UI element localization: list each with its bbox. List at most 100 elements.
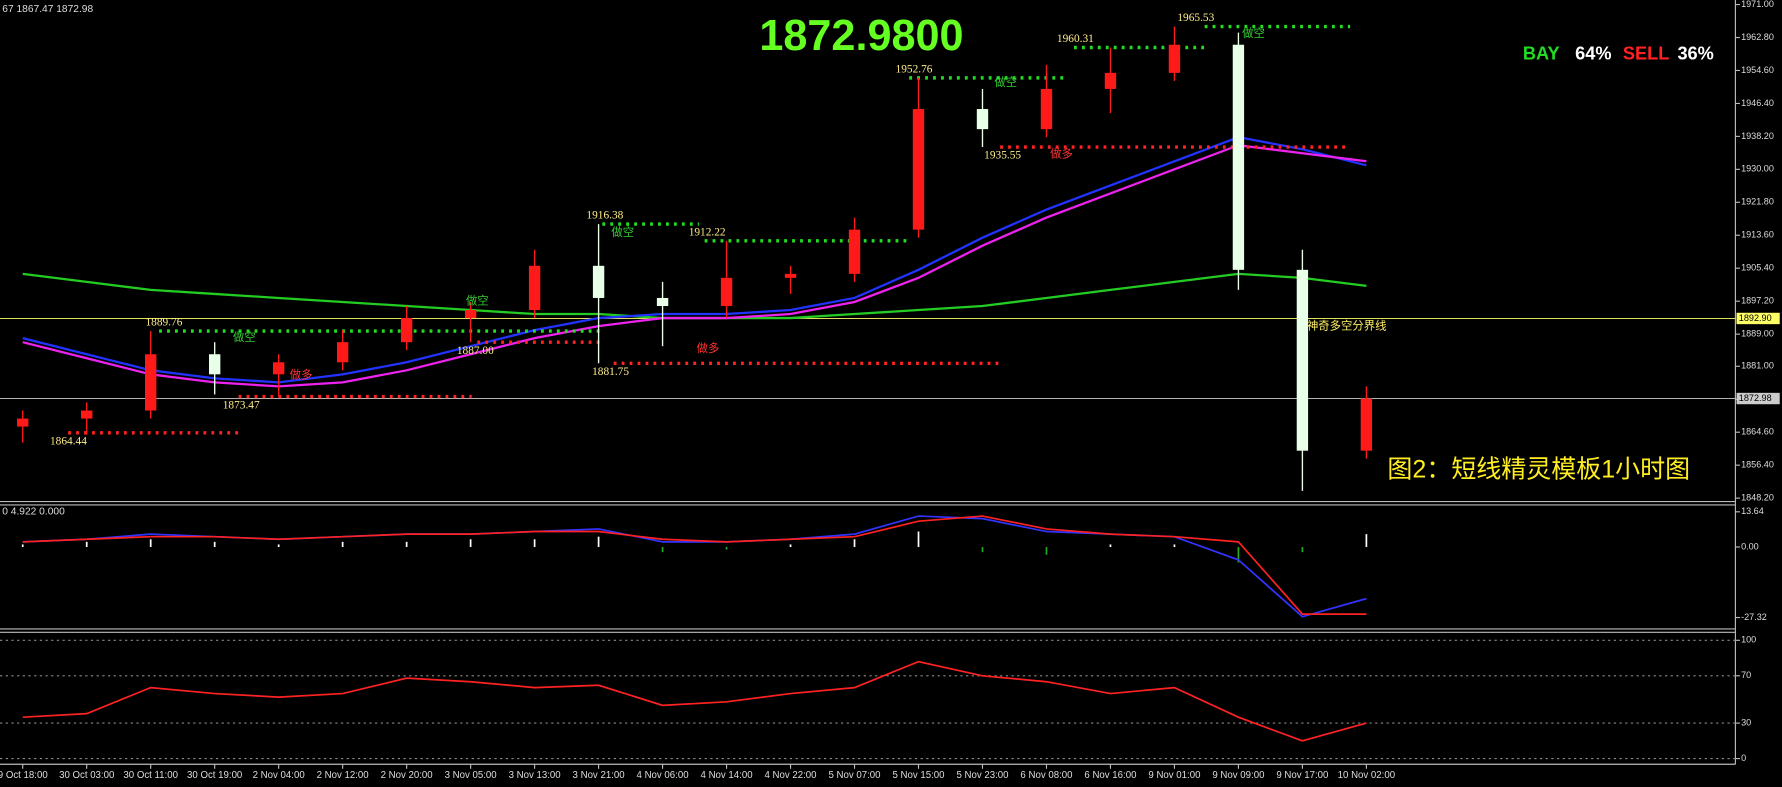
y-tick-label: 1881.00 — [1741, 361, 1774, 371]
y-tick-label: 0.00 — [1741, 541, 1759, 551]
signal-label: 做空 — [994, 75, 1017, 89]
y-tick-label: 1921.80 — [1741, 197, 1774, 207]
x-tick-label: 30 Oct 19:00 — [187, 770, 242, 781]
price-tag-label: 1872.98 — [1739, 393, 1772, 403]
sentiment-value: 36% — [1677, 43, 1713, 63]
candle-body — [81, 410, 93, 419]
level-label: 1960.31 — [1057, 33, 1094, 45]
macd-line — [22, 515, 1367, 615]
level-label: 1935.55 — [984, 150, 1021, 162]
y-tick-label: 1889.00 — [1741, 329, 1774, 339]
candle-body — [464, 310, 477, 319]
price-tag — [1736, 392, 1780, 405]
y-tick-label: 1946.40 — [1741, 98, 1774, 108]
x-tick-label: 30 Oct 11:00 — [123, 770, 178, 781]
x-tick-label: 4 Nov 14:00 — [701, 770, 753, 781]
level-label: 1912.22 — [689, 226, 726, 238]
y-tick-label: 1897.20 — [1741, 296, 1774, 306]
level-label: 1881.75 — [592, 366, 629, 378]
candle-body — [145, 354, 157, 411]
y-tick-label: 100 — [1741, 635, 1756, 645]
y-tick-label: -27.32 — [1741, 612, 1767, 622]
level-label: 1965.53 — [1177, 12, 1214, 24]
y-tick-label: 1971.00 — [1741, 0, 1774, 9]
x-tick-label: 9 Nov 09:00 — [1212, 770, 1264, 781]
x-tick-label: 3 Nov 05:00 — [445, 770, 497, 781]
candle-body — [912, 109, 925, 230]
level-label: 1873.47 — [223, 399, 260, 411]
candle-body — [1040, 88, 1053, 130]
y-tick-label: 1954.60 — [1741, 65, 1774, 75]
level-label: 1889.76 — [145, 317, 182, 329]
y-tick-label: 30 — [1741, 718, 1751, 728]
level-label: 1916.38 — [586, 210, 623, 222]
x-tick-label: 6 Nov 16:00 — [1084, 770, 1136, 781]
level-label: 1887.00 — [457, 345, 494, 357]
x-tick-label: 5 Nov 23:00 — [956, 770, 1008, 781]
price-line-name: 神奇多空分界线 — [1307, 318, 1387, 332]
signal-label: 做空 — [466, 293, 489, 307]
price-tag-label: 1892.90 — [1739, 313, 1772, 323]
x-tick-label: 30 Oct 03:00 — [59, 770, 114, 781]
caption: 图2：短线精灵模板1小时图 — [1387, 455, 1690, 483]
x-tick-label: 4 Nov 06:00 — [637, 770, 689, 781]
x-tick-label: 4 Nov 22:00 — [765, 770, 817, 781]
header: 0 4.922 0.000 — [2, 506, 65, 517]
y-tick-label: 1913.60 — [1741, 230, 1774, 240]
moving-average — [22, 136, 1367, 384]
x-tick-label: 6 Nov 08:00 — [1020, 770, 1072, 781]
sentiment-name: BAY — [1523, 43, 1560, 63]
moving-average — [22, 144, 1367, 388]
y-tick-label: 13.64 — [1741, 506, 1764, 516]
x-tick-label: 9 Nov 17:00 — [1276, 770, 1328, 781]
y-tick-label: 1905.40 — [1741, 263, 1774, 273]
candle-body — [1296, 269, 1309, 451]
y-tick-label: 0 — [1741, 753, 1746, 763]
candle-body — [1168, 44, 1181, 73]
signal-label: 做多 — [290, 367, 313, 381]
x-tick-label: 5 Nov 07:00 — [828, 770, 880, 781]
y-tick-label: 1962.80 — [1741, 32, 1774, 42]
sentiment-value: 64% — [1575, 43, 1611, 63]
candle-body — [1360, 398, 1373, 451]
candle-body — [656, 297, 669, 307]
signal-label: 做空 — [611, 225, 634, 239]
price-display: 1872.9800 — [759, 12, 963, 60]
x-tick-label: 9 Nov 01:00 — [1148, 770, 1200, 781]
x-tick-label: 3 Nov 13:00 — [509, 770, 561, 781]
signal-label: 做空 — [1242, 26, 1265, 40]
x-tick-label: 2 Nov 20:00 — [381, 770, 433, 781]
x-tick-label: 10 Nov 02:00 — [1338, 770, 1395, 781]
candle-body — [784, 273, 797, 278]
sentiment-name: SELL — [1623, 43, 1669, 63]
y-tick-label: 1938.20 — [1741, 131, 1774, 141]
candle-body — [17, 418, 29, 427]
candle-body — [720, 277, 733, 307]
price-tag — [1736, 312, 1780, 325]
level-label: 1864.44 — [50, 436, 87, 448]
candle-body — [592, 265, 605, 298]
x-tick-label: 2 Nov 12:00 — [317, 770, 369, 781]
x-tick-label: 3 Nov 21:00 — [573, 770, 625, 781]
signal-label: 做多 — [1050, 147, 1073, 161]
y-tick-label: 1848.20 — [1741, 493, 1774, 503]
rsi-line — [22, 660, 1367, 742]
y-tick-label: 1856.40 — [1741, 460, 1774, 470]
y-tick-label: 70 — [1741, 670, 1751, 680]
candle-body — [336, 342, 349, 363]
x-tick-label: 5 Nov 15:00 — [892, 770, 944, 781]
x-tick-label: 9 Oct 18:00 — [0, 770, 48, 781]
candle-body — [400, 318, 413, 343]
candle-body — [528, 265, 541, 311]
signal-label: 做空 — [233, 330, 256, 344]
y-tick-label: 1930.00 — [1741, 164, 1774, 174]
candle-body — [1232, 44, 1245, 270]
x-tick-label: 2 Nov 04:00 — [253, 770, 305, 781]
candle-body — [208, 354, 221, 375]
candle-body — [1104, 72, 1117, 89]
candle-body — [976, 109, 989, 130]
candle-body — [272, 362, 285, 375]
